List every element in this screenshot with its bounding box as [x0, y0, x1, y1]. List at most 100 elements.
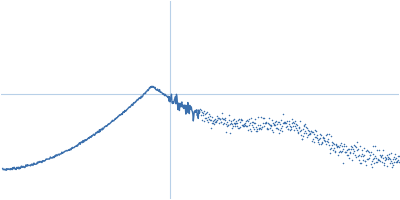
Point	[227, 120, 234, 123]
Point	[249, 120, 255, 124]
Point	[280, 113, 286, 116]
Point	[214, 116, 221, 120]
Point	[234, 121, 241, 124]
Point	[273, 127, 280, 130]
Point	[225, 118, 232, 121]
Point	[300, 125, 307, 128]
Point	[317, 136, 324, 139]
Point	[341, 142, 348, 145]
Point	[220, 121, 227, 124]
Point	[379, 161, 385, 164]
Point	[202, 117, 208, 120]
Point	[297, 128, 304, 132]
Point	[261, 124, 268, 128]
Point	[326, 132, 332, 135]
Point	[254, 130, 260, 133]
Point	[291, 121, 297, 124]
Point	[342, 151, 348, 154]
Point	[237, 126, 244, 129]
Point	[304, 135, 311, 139]
Point	[232, 121, 238, 124]
Point	[247, 127, 253, 131]
Point	[388, 151, 394, 155]
Point	[219, 111, 225, 115]
Point	[346, 156, 352, 159]
Point	[375, 157, 381, 160]
Point	[260, 116, 266, 119]
Point	[391, 155, 398, 159]
Point	[214, 115, 220, 118]
Point	[380, 157, 387, 160]
Point	[332, 149, 338, 152]
Point	[376, 148, 383, 151]
Point	[368, 159, 375, 162]
Point	[218, 121, 224, 124]
Point	[237, 120, 243, 124]
Point	[215, 117, 221, 120]
Point	[255, 116, 261, 119]
Point	[246, 118, 252, 121]
Point	[308, 129, 315, 133]
Point	[278, 126, 284, 130]
Point	[270, 130, 276, 134]
Point	[240, 124, 246, 127]
Point	[270, 123, 277, 127]
Point	[379, 153, 386, 156]
Point	[217, 118, 223, 121]
Point	[290, 125, 296, 128]
Point	[363, 157, 370, 160]
Point	[257, 127, 263, 130]
Point	[352, 154, 358, 157]
Point	[294, 131, 301, 134]
Point	[324, 139, 330, 142]
Point	[272, 124, 278, 127]
Point	[200, 112, 206, 115]
Point	[352, 155, 359, 158]
Point	[219, 123, 226, 126]
Point	[247, 121, 254, 124]
Point	[333, 143, 340, 146]
Point	[271, 122, 278, 125]
Point	[371, 162, 378, 165]
Point	[316, 143, 322, 146]
Point	[309, 139, 315, 143]
Point	[278, 119, 284, 122]
Point	[253, 126, 259, 129]
Point	[318, 142, 324, 145]
Point	[336, 145, 342, 148]
Point	[382, 158, 389, 161]
Point	[293, 122, 299, 125]
Point	[395, 158, 400, 161]
Point	[391, 160, 397, 164]
Point	[348, 158, 355, 161]
Point	[200, 119, 207, 123]
Point	[385, 156, 391, 159]
Point	[274, 128, 281, 131]
Point	[313, 130, 320, 133]
Point	[359, 159, 366, 162]
Point	[311, 132, 317, 136]
Point	[315, 141, 321, 144]
Point	[283, 121, 289, 124]
Point	[239, 123, 245, 126]
Point	[212, 120, 218, 123]
Point	[284, 124, 290, 127]
Point	[275, 120, 281, 124]
Point	[377, 153, 384, 156]
Point	[208, 126, 214, 129]
Point	[284, 119, 290, 122]
Point	[281, 121, 287, 124]
Point	[356, 153, 362, 156]
Point	[353, 145, 359, 148]
Point	[291, 119, 298, 122]
Point	[266, 127, 273, 130]
Point	[394, 161, 400, 164]
Point	[362, 160, 368, 163]
Point	[348, 147, 354, 150]
Point	[240, 125, 247, 128]
Point	[264, 122, 271, 125]
Point	[338, 141, 344, 145]
Point	[357, 161, 363, 164]
Point	[202, 116, 209, 119]
Point	[392, 158, 398, 161]
